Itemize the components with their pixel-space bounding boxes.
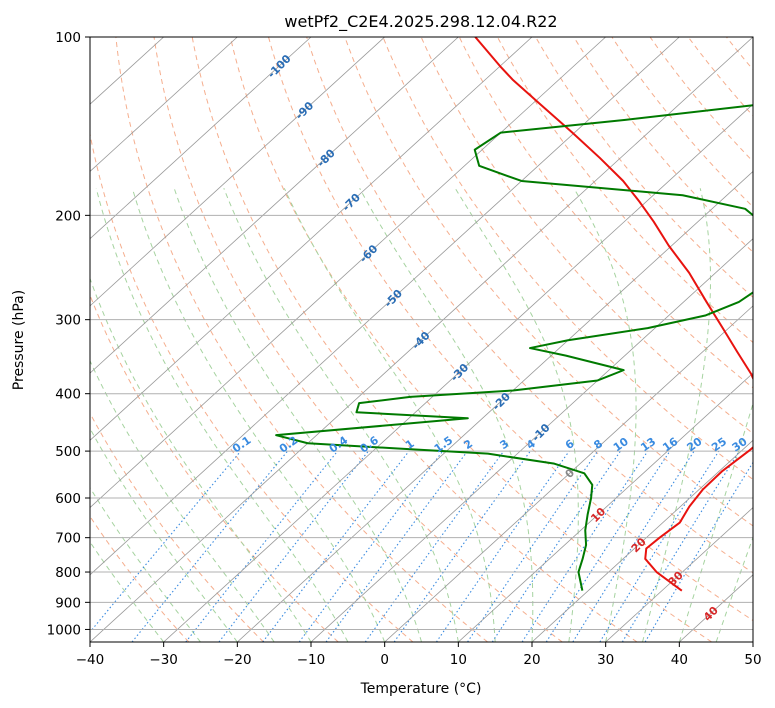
x-tick-label: −30 [149,652,178,668]
isotherm-line [310,238,753,642]
isotherm-line [90,37,312,240]
x-tick-label: −40 [76,652,105,668]
x-tick-label: 20 [523,652,540,668]
mixing-ratio-line [572,450,695,642]
mixing-ratio-line [131,450,289,642]
isotherm-line [90,37,753,642]
mixing-ratio-line [325,450,468,642]
dry-adiabat [90,515,190,642]
y-tick-label: 500 [55,444,81,460]
dry-adiabat [191,37,638,642]
isotherm-line [90,37,385,307]
x-tick-label: −20 [223,652,252,668]
moist-adiabat [573,187,637,642]
moist-adiabats [90,187,753,642]
dewpoint-profile-line [275,104,753,591]
y-axis-label: Pressure (hPa) [11,290,27,390]
isotherm-line [605,507,753,642]
moist-adiabat [90,427,238,642]
profile-series [275,37,753,592]
plot-area: -100-90-80-70-60-50-40-30-20-10010203040… [90,37,770,642]
mixing-ratio-line [435,450,570,642]
mixing-ratio-line [262,450,410,642]
x-tick-label: 40 [671,652,688,668]
moist-adiabat [173,188,422,642]
y-tick-label: 400 [55,387,81,403]
moist-adiabat [90,277,312,642]
x-tick-label: −10 [297,652,326,668]
x-tick-label: 0 [380,652,389,668]
mixing-ratio-line [298,450,444,642]
y-tick-label: 200 [55,208,81,224]
dry-adiabat [229,37,712,642]
isotherm-line [90,37,533,441]
dry-adiabat [496,37,753,344]
x-tick-label: 10 [450,652,467,668]
temperature-profile-line [474,37,753,592]
y-tick-label: 600 [55,491,81,507]
x-axis-ticks: −40 −30 −20 −10 0 10 20 30 40 50 [76,642,762,668]
isotherm-line [90,37,459,374]
isotherm-line [458,372,753,642]
mixing-ratio-lines [90,450,753,642]
y-tick-label: 100 [55,30,81,46]
dry-adiabat [153,37,563,642]
x-tick-label: 50 [744,652,761,668]
isotherm-line [90,37,680,576]
chart-title: wetPf2_C2E4.2025.298.12.04.R22 [284,12,557,32]
isotherm-line [163,103,753,642]
moist-adiabat [359,188,534,642]
pressure-gridlines [90,37,753,630]
moist-adiabat [642,188,712,642]
moist-adiabat [90,541,165,642]
isotherm-line [90,37,606,509]
moist-adiabat [715,536,753,642]
moist-adiabat [223,188,459,642]
mixing-ratio-line [521,450,649,642]
mixing-ratio-line [545,450,671,642]
isotherm-line [90,37,238,172]
moist-adiabat [454,187,579,642]
dry-adiabat [115,37,488,642]
dry-adiabat [306,37,753,574]
isotherm-line [531,439,753,642]
x-tick-label: 30 [597,652,614,668]
moist-adiabat [283,188,496,642]
y-tick-label: 300 [55,313,81,329]
isotherm-lines [90,37,753,642]
y-tick-label: 1000 [47,622,81,638]
moist-adiabat [678,401,753,642]
mixing-ratio-line [185,450,338,642]
x-axis-label: Temperature (°C) [360,681,482,697]
dry-adiabat [90,293,339,642]
mixing-ratio-line [621,450,740,642]
moist-adiabat [90,486,201,642]
y-tick-label: 700 [55,531,81,547]
mixing-ratio-line [467,450,599,642]
dry-adiabat [90,412,264,642]
moist-adiabat [95,188,349,642]
plot-frame [89,36,754,643]
y-tick-label: 800 [55,565,81,581]
moist-adiabat [90,359,275,642]
dry-adiabat [268,37,753,622]
mixing-ratio-line [364,450,505,642]
dry-adiabat [458,37,753,389]
isotherm-line [384,305,753,642]
mixing-ratio-line [90,450,242,633]
mixing-ratio-label: 36 [750,435,770,455]
y-axis-ticks: 100 200 300 400 500 600 700 800 900 1000 [47,30,90,638]
y-tick-label: 900 [55,595,81,611]
